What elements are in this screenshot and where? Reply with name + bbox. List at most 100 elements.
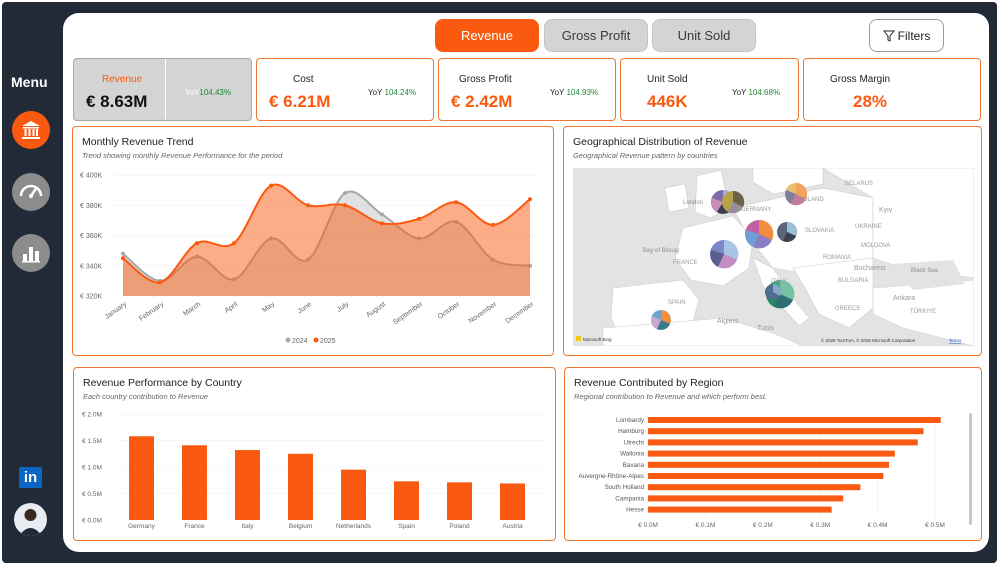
- kpi-gross-profit-value: € 2.42M: [451, 92, 513, 111]
- geo-title: Geographical Distribution of Revenue: [573, 136, 748, 148]
- geo-subtitle: Geographical Revenue pattern by countrie…: [573, 151, 718, 160]
- map-label-france: FRANCE: [673, 260, 698, 266]
- map-label-moldova: MOLDOVA: [861, 243, 891, 249]
- region-scrollbar[interactable]: [969, 413, 972, 525]
- pie-marker-netherlands[interactable]: [722, 190, 745, 214]
- kpi-unit-sold[interactable]: Unit Sold 446K YoY 104.68%: [620, 58, 799, 121]
- region-xtick-label: € 0.0M: [638, 522, 658, 529]
- kpi-unit-sold-yoy: YoY 104.68%: [732, 88, 780, 97]
- menu-label: Menu: [11, 74, 48, 90]
- map-label-greece: GREECE: [835, 306, 860, 312]
- nav-revenue-button[interactable]: [12, 111, 50, 149]
- trend-point-2025: [343, 203, 347, 208]
- tab-unit-sold[interactable]: Unit Sold: [652, 19, 756, 52]
- trend-point-2025: [417, 216, 421, 221]
- map-label-london: London: [683, 200, 703, 206]
- filters-button[interactable]: Filters: [869, 19, 944, 52]
- tab-revenue[interactable]: Revenue: [435, 19, 539, 52]
- pie-marker-germany[interactable]: [745, 219, 774, 249]
- trend-xtick-label: June: [297, 301, 314, 316]
- region-xtick-label: € 0.4M: [868, 522, 888, 529]
- linkedin-icon[interactable]: in: [19, 467, 42, 488]
- kpi-revenue-value: € 8.63M: [86, 92, 148, 111]
- map-view[interactable]: BELARUS POLAND Kyiv UKRAINE GERMANY SLOV…: [573, 168, 974, 346]
- trend-ytick-label: € 380K: [80, 203, 103, 210]
- pie-marker-france[interactable]: [710, 239, 739, 269]
- trend-xtick-label: September: [392, 301, 425, 327]
- map-terms-link[interactable]: Terms: [949, 338, 962, 343]
- country-title: Revenue Performance by Country: [83, 377, 242, 389]
- trend-xtick-label: December: [505, 301, 536, 326]
- kpi-revenue-yoy-value: 104.43%: [199, 88, 231, 97]
- region-bar: [648, 417, 941, 423]
- trend-ytick-label: € 360K: [80, 233, 103, 240]
- avatar[interactable]: [14, 503, 47, 536]
- trend-title: Monthly Revenue Trend: [82, 136, 194, 148]
- pie-marker-czech[interactable]: [777, 222, 797, 242]
- map-label-bucharest: Bucharest: [854, 265, 886, 272]
- page-title: Pharmacy Sales Analytics Dashboard: [76, 15, 416, 36]
- map-label-belarus: BELARUS: [845, 181, 873, 187]
- region-subtitle: Regional contribution to Revenue and whi…: [574, 392, 768, 401]
- pie-marker-poland[interactable]: [785, 182, 808, 206]
- country-subtitle: Each country contribution to Revenue: [83, 392, 209, 401]
- region-xtick-label: € 0.3M: [810, 522, 830, 529]
- trend-point-2025: [306, 203, 310, 208]
- country-xtick-label: Spain: [398, 523, 415, 530]
- trend-xtick-label: April: [224, 301, 240, 315]
- map-label-spain: SPAIN: [668, 300, 686, 306]
- region-bar: [648, 450, 895, 457]
- trend-point-2025: [528, 197, 532, 202]
- funnel-icon: [882, 30, 895, 42]
- region-chart: € 0.0M € 0.1M € 0.2M € 0.3M € 0.4M € 0.5M Lomb…: [579, 414, 945, 529]
- trend-line-2025: [122, 183, 531, 284]
- trend-xtick-label: February: [138, 301, 165, 323]
- trend-chart: € 320K € 340K € 360K € 380K € 400K January Feb…: [80, 173, 538, 345]
- kpi-cost[interactable]: Cost € 6.21M YoY 104.24%: [256, 58, 434, 121]
- region-xtick-label: € 0.2M: [753, 522, 773, 529]
- map-copyright: © 2026 TomTom, © 2026 Microsoft Corporat…: [821, 337, 916, 343]
- nav-analysis-button[interactable]: [12, 234, 50, 272]
- kpi-revenue-yoy: YoY104.43%: [185, 88, 231, 97]
- kpi-gross-profit[interactable]: Gross Profit € 2.42M YoY 104.93%: [438, 58, 616, 121]
- country-bar: [235, 450, 260, 520]
- pie-marker-austria[interactable]: [765, 283, 782, 300]
- pie-marker-spain[interactable]: [651, 310, 671, 330]
- map-label-ankara: Ankara: [893, 295, 915, 302]
- kpi-cost-yoy-value: 104.24%: [384, 88, 417, 97]
- country-xtick-label: Belgium: [289, 523, 312, 530]
- map-label-turkiye: TÜRKIYE: [910, 308, 936, 315]
- region-bar: [648, 461, 890, 468]
- trend-area-2025: [123, 184, 530, 296]
- region-bar: [648, 506, 832, 513]
- country-xtick-label: Poland: [449, 523, 470, 530]
- kpi-gross-profit-yoy: YoY 104.93%: [550, 88, 598, 97]
- trend-xtick-label: July: [336, 301, 351, 314]
- country-bar: [341, 469, 366, 520]
- country-bar: [288, 453, 313, 520]
- trend-xtick-label: May: [261, 301, 276, 315]
- bank-icon: [22, 121, 40, 139]
- map-label-germany: GERMANY: [741, 207, 771, 213]
- trend-point-2025: [454, 200, 458, 205]
- country-bar: [394, 481, 419, 520]
- trend-point-2024: [380, 212, 384, 217]
- nav-kpi-button[interactable]: [12, 173, 50, 211]
- tab-gross-profit[interactable]: Gross Profit: [544, 19, 648, 52]
- kpi-cost-label: Cost: [293, 74, 314, 85]
- trend-xtick-label: October: [437, 301, 462, 321]
- trend-subtitle: Trend showing monthly Revenue Performanc…: [82, 151, 283, 160]
- kpi-gross-margin[interactable]: Gross Margin 28%: [803, 58, 981, 121]
- kpi-revenue[interactable]: Revenue € 8.63M YoY104.43%: [73, 58, 252, 121]
- gauge-icon: [19, 184, 43, 198]
- region-bar: [648, 439, 918, 446]
- trend-legend-marker: [285, 337, 291, 343]
- map-label-bay-of-biscay: Bay of Biscay: [643, 248, 679, 254]
- geo-card: Geographical Distribution of Revenue Geo…: [563, 126, 982, 356]
- region-bar: [648, 473, 884, 479]
- map-label-black-sea: Black Sea: [911, 268, 939, 274]
- region-title: Revenue Contributed by Region: [574, 377, 724, 389]
- linkedin-text: in: [23, 469, 38, 486]
- kpi-unit-sold-yoy-value: 104.68%: [748, 88, 781, 97]
- land-balkans: [792, 257, 874, 329]
